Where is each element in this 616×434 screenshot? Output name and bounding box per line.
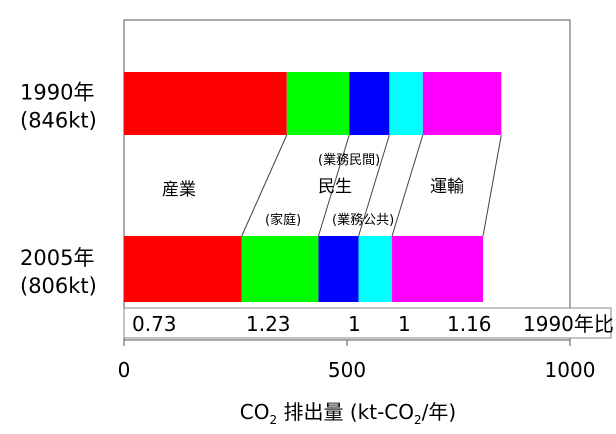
connector-lines	[241, 134, 502, 237]
x-tick-label: 1000	[545, 358, 596, 382]
ratio-value: 1.23	[246, 312, 291, 336]
x-axis-title-text: CO2 排出量 (kt-CO2/年)	[240, 400, 456, 427]
bar-segments	[124, 72, 502, 302]
category-year-label: 1990年	[20, 81, 94, 105]
ratio-value: 1	[398, 312, 411, 336]
ratio-box	[123, 307, 612, 339]
x-tick-label: 500	[328, 358, 366, 382]
x-axis-ticks: 0 500 1000	[118, 340, 596, 382]
bar-segment-industry-1	[124, 236, 242, 302]
ratio-label: 1990年比	[523, 312, 614, 336]
category-total-label: (846kt)	[20, 109, 97, 133]
x-axis-title: CO2 排出量 (kt-CO2/年)	[240, 400, 456, 427]
bar-segment-household-0	[286, 72, 350, 135]
category-year-label: 2005年	[20, 246, 94, 270]
connector-line	[241, 134, 288, 237]
connector-line	[358, 134, 390, 237]
category-total-label: (806kt)	[20, 274, 97, 298]
label-household: (家庭)	[265, 212, 301, 228]
connector-line	[317, 134, 350, 237]
ratio-value: 1	[348, 312, 361, 336]
connector-line	[391, 134, 424, 237]
bar-segment-transport-1	[392, 236, 484, 302]
bar-segment-public-0	[389, 72, 423, 135]
label-minsei: 民生	[318, 177, 352, 197]
bar-segment-business-0	[349, 72, 390, 135]
category-labels: 1990年 (846kt) 2005年 (806kt)	[20, 81, 97, 299]
x-tick-label: 0	[118, 358, 131, 382]
label-business-public: (業務公共)	[332, 212, 394, 228]
ratio-value: 0.73	[132, 312, 177, 336]
bar-segment-industry-0	[124, 72, 287, 135]
segment-labels: 産業 民生 運輸 (業務民間) (家庭) (業務公共)	[162, 152, 464, 228]
bar-segment-transport-0	[422, 72, 502, 135]
connector-line	[482, 134, 502, 237]
ratio-value: 1.16	[447, 312, 492, 336]
label-transport: 運輸	[430, 177, 464, 197]
bar-segment-business-1	[318, 236, 359, 302]
bar-segment-household-1	[241, 236, 319, 302]
bar-segment-public-1	[358, 236, 393, 302]
label-business-private: (業務民間)	[318, 152, 380, 168]
label-industry: 産業	[162, 180, 196, 200]
ratio-row: 0.73 1.23 1 1 1.16 1990年比	[123, 307, 614, 339]
